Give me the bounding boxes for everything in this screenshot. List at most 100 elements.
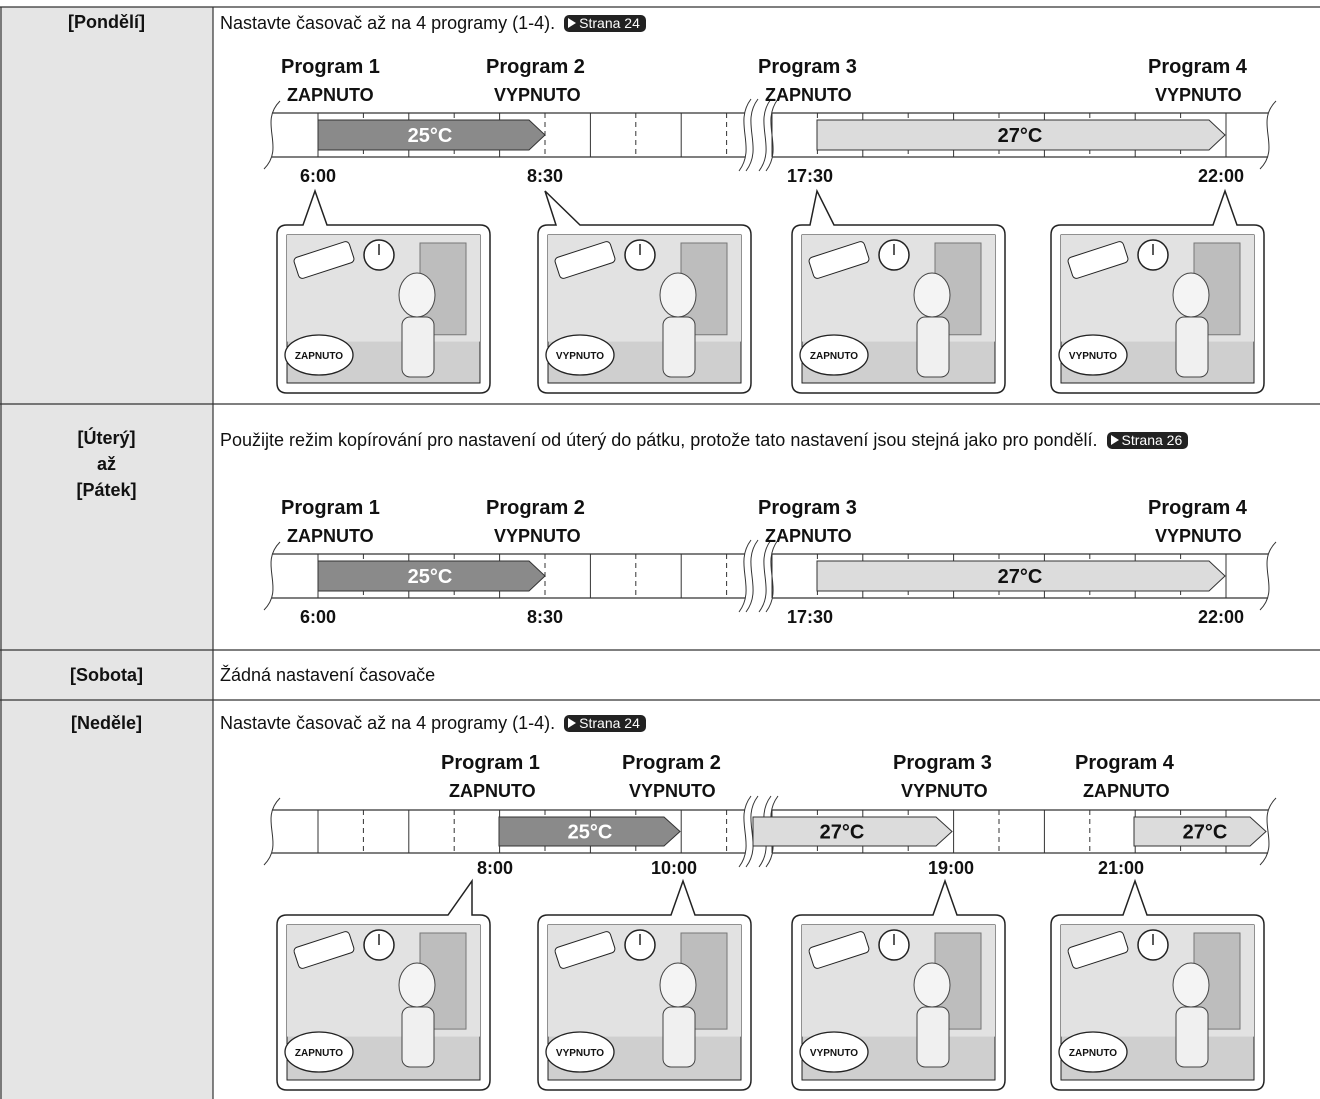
strip-break xyxy=(758,539,772,613)
program-name: Program 3 xyxy=(758,497,857,519)
page-link[interactable]: Strana 26 xyxy=(1106,432,1189,449)
page-link[interactable]: Strana 24 xyxy=(564,15,646,32)
ac-unit xyxy=(808,931,870,969)
strip-end xyxy=(1259,100,1277,170)
program-state: VYPNUTO xyxy=(901,781,988,801)
bubble-label: VYPNUTO xyxy=(556,1048,604,1059)
ac-unit xyxy=(1067,931,1129,969)
person xyxy=(913,272,951,318)
bubble xyxy=(545,334,615,376)
temperature-arrow xyxy=(317,119,546,151)
program-name: Program 2 xyxy=(486,497,585,519)
strip-break xyxy=(745,98,759,172)
program-name: Program 4 xyxy=(1075,752,1175,774)
strip-end xyxy=(263,541,281,611)
temperature: 27°C xyxy=(998,566,1043,588)
person xyxy=(659,962,697,1008)
program-time: 10:00 xyxy=(651,858,697,878)
bubble-label: ZAPNUTO xyxy=(295,351,343,362)
day-label: [Sobota] xyxy=(0,662,213,688)
program-state: ZAPNUTO xyxy=(287,85,374,105)
description-text: Žádná nastavení časovače xyxy=(220,665,436,685)
description: Použijte režim kopírování pro nastavení … xyxy=(220,425,1310,455)
program-state: VYPNUTO xyxy=(629,781,716,801)
program-time: 22:00 xyxy=(1198,166,1244,186)
bubble-label: VYPNUTO xyxy=(1069,351,1117,362)
description: Žádná nastavení časovače xyxy=(220,660,1310,690)
temperature: 27°C xyxy=(998,125,1043,147)
day-label-line: [Neděle] xyxy=(70,713,142,733)
program-state: VYPNUTO xyxy=(494,526,581,546)
strip-break xyxy=(758,98,772,172)
description-text: Nastavte časovač až na 4 programy (1-4). xyxy=(220,13,556,33)
day-label-line: [Úterý] xyxy=(77,428,136,448)
temperature: 25°C xyxy=(408,125,453,147)
program-time: 8:30 xyxy=(527,166,563,186)
ac-unit xyxy=(554,931,616,969)
program-state: ZAPNUTO xyxy=(287,526,374,546)
person-body xyxy=(916,1006,950,1068)
strip-break xyxy=(738,795,752,868)
program-name: Program 3 xyxy=(758,56,857,78)
program-time: 19:00 xyxy=(928,858,974,878)
strip-break xyxy=(738,539,752,613)
temperature-arrow xyxy=(498,816,681,847)
program-name: Program 1 xyxy=(281,497,380,519)
page-link[interactable]: Strana 24 xyxy=(564,715,646,732)
bubble xyxy=(1058,334,1128,376)
description-text: Použijte režim kopírování pro nastavení … xyxy=(220,430,1098,450)
program-time: 6:00 xyxy=(300,607,336,627)
person-body xyxy=(401,316,435,378)
description: Nastavte časovač až na 4 programy (1-4).… xyxy=(220,708,1310,738)
temperature: 25°C xyxy=(408,566,453,588)
program-name: Program 2 xyxy=(622,752,721,774)
bubble-label: ZAPNUTO xyxy=(1069,1048,1117,1059)
program-time: 21:00 xyxy=(1098,858,1144,878)
person-body xyxy=(401,1006,435,1068)
program-state: VYPNUTO xyxy=(494,85,581,105)
person-body xyxy=(662,316,696,378)
person-body xyxy=(662,1006,696,1068)
strip-break xyxy=(745,795,759,868)
bubble xyxy=(1058,1031,1128,1073)
temperature-arrow xyxy=(816,560,1226,592)
person-body xyxy=(916,316,950,378)
ac-unit xyxy=(293,241,355,279)
strip-end xyxy=(1259,797,1277,866)
ac-unit xyxy=(1067,241,1129,279)
ac-unit xyxy=(808,241,870,279)
description-text: Nastavte časovač až na 4 programy (1-4). xyxy=(220,713,556,733)
strip-end xyxy=(263,100,281,170)
program-name: Program 2 xyxy=(486,56,585,78)
temperature-arrow xyxy=(1133,816,1267,847)
day-label-line: až xyxy=(96,454,116,474)
program-time: 6:00 xyxy=(300,166,336,186)
temperature-arrow xyxy=(752,816,953,847)
person-body xyxy=(1175,316,1209,378)
bubble-label: VYPNUTO xyxy=(556,351,604,362)
person xyxy=(913,962,951,1008)
bubble-label: ZAPNUTO xyxy=(295,1048,343,1059)
bubble-label: ZAPNUTO xyxy=(810,351,858,362)
program-name: Program 1 xyxy=(281,56,380,78)
person xyxy=(1172,272,1210,318)
program-name: Program 3 xyxy=(893,752,992,774)
person xyxy=(398,272,436,318)
bubble xyxy=(545,1031,615,1073)
bubble xyxy=(799,1031,869,1073)
program-time: 8:30 xyxy=(527,607,563,627)
program-state: ZAPNUTO xyxy=(1083,781,1170,801)
program-state: VYPNUTO xyxy=(1155,526,1242,546)
description: Nastavte časovač až na 4 programy (1-4).… xyxy=(220,8,1310,38)
temperature-arrow xyxy=(317,560,546,592)
program-time: 17:30 xyxy=(787,166,833,186)
strip-end xyxy=(263,797,281,866)
bubble xyxy=(284,1031,354,1073)
day-column xyxy=(0,7,213,1099)
strip-break xyxy=(745,539,759,613)
program-state: ZAPNUTO xyxy=(765,85,852,105)
program-name: Program 1 xyxy=(441,752,540,774)
strip-break xyxy=(738,98,752,172)
program-time: 22:00 xyxy=(1198,607,1244,627)
